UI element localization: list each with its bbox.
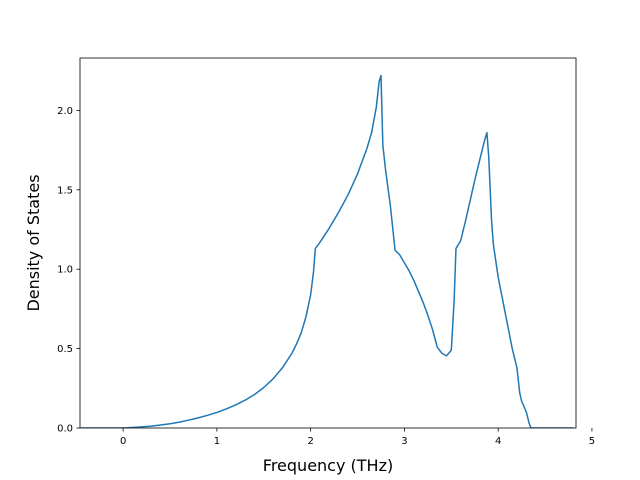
plot-area: [80, 58, 576, 428]
x-tick-label: 1: [214, 436, 220, 447]
chart-axes: 0 1 2 3 4 5 0.0 0.5 1.0 1.5 2.0: [57, 57, 595, 447]
x-axis-label: Frequency (THz): [263, 456, 393, 475]
x-tick-label: 4: [495, 436, 501, 447]
chart-marks: [80, 74, 574, 428]
x-tick-label: 5: [589, 436, 595, 447]
y-axis-label: Density of States: [24, 174, 43, 311]
y-tick-label: 0.0: [57, 424, 73, 435]
y-tick-label: 0.5: [57, 344, 73, 355]
x-tick-label: 0: [120, 436, 126, 447]
y-tick-label: 2.0: [57, 106, 73, 117]
y-tick-label: 1.0: [57, 265, 73, 276]
plot-frame: [79, 57, 577, 429]
x-tick-label: 3: [401, 436, 407, 447]
x-tick-label: 2: [307, 436, 313, 447]
y-tick-label: 1.5: [57, 185, 73, 196]
dos-series-line: [80, 74, 574, 428]
